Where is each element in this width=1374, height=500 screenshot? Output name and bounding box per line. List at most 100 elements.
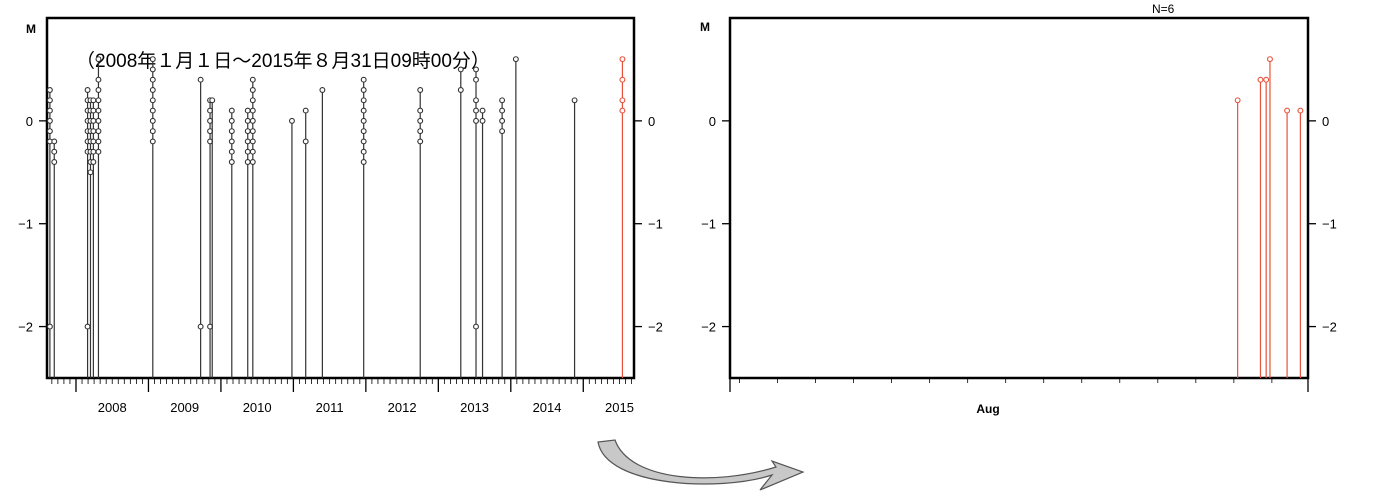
event-marker [473,66,479,73]
event-marker [1267,56,1273,63]
event-marker [479,107,486,114]
stem-plot [46,56,626,378]
event-marker [499,107,506,114]
chart-august: M N=6 0 0 −1 −1 −2 −2 Aug [700,2,1337,416]
event-marker [90,97,97,104]
event-marker [95,107,102,114]
stem-plot [1234,56,1304,378]
y-tick-label-right: −1 [1322,217,1337,232]
event-marker [360,87,367,93]
event-marker [457,87,464,93]
event-marker [228,128,235,135]
y-axis: 0 0 −1 −1 −2 −2 [701,114,1337,335]
event-marker [90,148,97,155]
event-marker [473,117,479,124]
event-marker [319,87,326,93]
event-marker [149,87,156,93]
curved-arrow-icon [597,439,805,491]
event-marker [228,159,235,165]
y-tick-label: 0 [709,114,716,129]
event-marker [417,87,424,93]
event-marker [244,117,251,124]
event-marker [149,76,156,83]
event-marker [90,117,97,124]
y-tick-label: −2 [18,320,33,335]
chart-2008-2015: M （2008年１月１日～2015年８月31日09時00分） 0 0 −1 −1 −2 −… [18,16,663,415]
x-axis: Aug [729,378,1309,416]
event-marker [95,97,102,104]
event-marker [244,128,251,135]
event-marker [149,117,156,124]
event-marker [473,76,479,83]
y-tick-label-right: 0 [648,114,655,129]
event-marker [149,107,156,114]
event-marker [417,107,424,114]
plot-frame [45,16,636,380]
event-marker [249,117,256,124]
event-marker [249,76,256,83]
event-marker [90,128,97,135]
event-marker [90,159,97,165]
event-marker [473,97,479,104]
y-tick-label-right: −2 [648,320,663,335]
event-marker [1263,76,1270,83]
event-marker [51,148,58,155]
event-marker [249,148,256,155]
y-tick-label-right: −2 [1322,320,1337,335]
event-marker [228,148,235,155]
event-marker [244,159,251,165]
event-marker [360,159,367,165]
y-tick-label-right: −1 [648,217,663,232]
event-marker [149,66,156,73]
y-axis-label: M [700,20,710,34]
event-marker [249,97,256,104]
x-tick-label: 2012 [388,400,417,415]
event-marker [51,138,58,145]
event-marker [619,97,626,104]
event-marker [417,117,424,124]
event-marker [149,138,156,145]
event-marker [360,138,367,145]
event-marker [360,117,367,124]
y-axis: 0 0 −1 −1 −2 −2 [18,114,663,335]
event-marker [1234,97,1241,104]
plot-frame [728,16,1310,380]
event-marker [209,97,216,104]
period-annotation: （2008年１月１日～2015年８月31日09時00分） [76,50,490,72]
event-marker [90,107,97,114]
event-marker [46,117,53,124]
event-marker [228,117,235,124]
event-marker [149,56,156,63]
event-marker [95,56,102,63]
event-marker [499,97,506,104]
event-marker [244,107,251,114]
x-tick-label: 2011 [316,400,344,415]
event-marker [90,138,97,145]
event-marker [360,128,367,135]
event-marker [46,87,53,93]
event-marker [249,87,256,93]
event-marker [1284,107,1291,114]
y-tick-label: −1 [18,217,33,232]
x-tick-label: 2008 [98,400,127,415]
y-tick-label-right: 0 [1322,114,1329,129]
event-marker [417,128,424,135]
x-tick-label: 2013 [460,400,489,415]
event-marker [619,107,626,114]
y-axis-label: M [26,22,36,36]
event-marker [228,107,235,114]
event-marker [249,138,256,145]
event-marker [360,148,367,155]
event-marker [473,107,479,114]
event-marker [288,117,295,124]
event-marker [84,87,91,93]
event-marker [479,117,486,124]
event-marker [46,128,53,135]
event-marker [499,117,506,124]
event-marker [360,107,367,114]
event-marker [360,97,367,104]
event-marker [512,56,519,63]
x-tick-label: 2010 [243,400,272,415]
event-marker [1297,107,1304,114]
event-marker [244,148,251,155]
